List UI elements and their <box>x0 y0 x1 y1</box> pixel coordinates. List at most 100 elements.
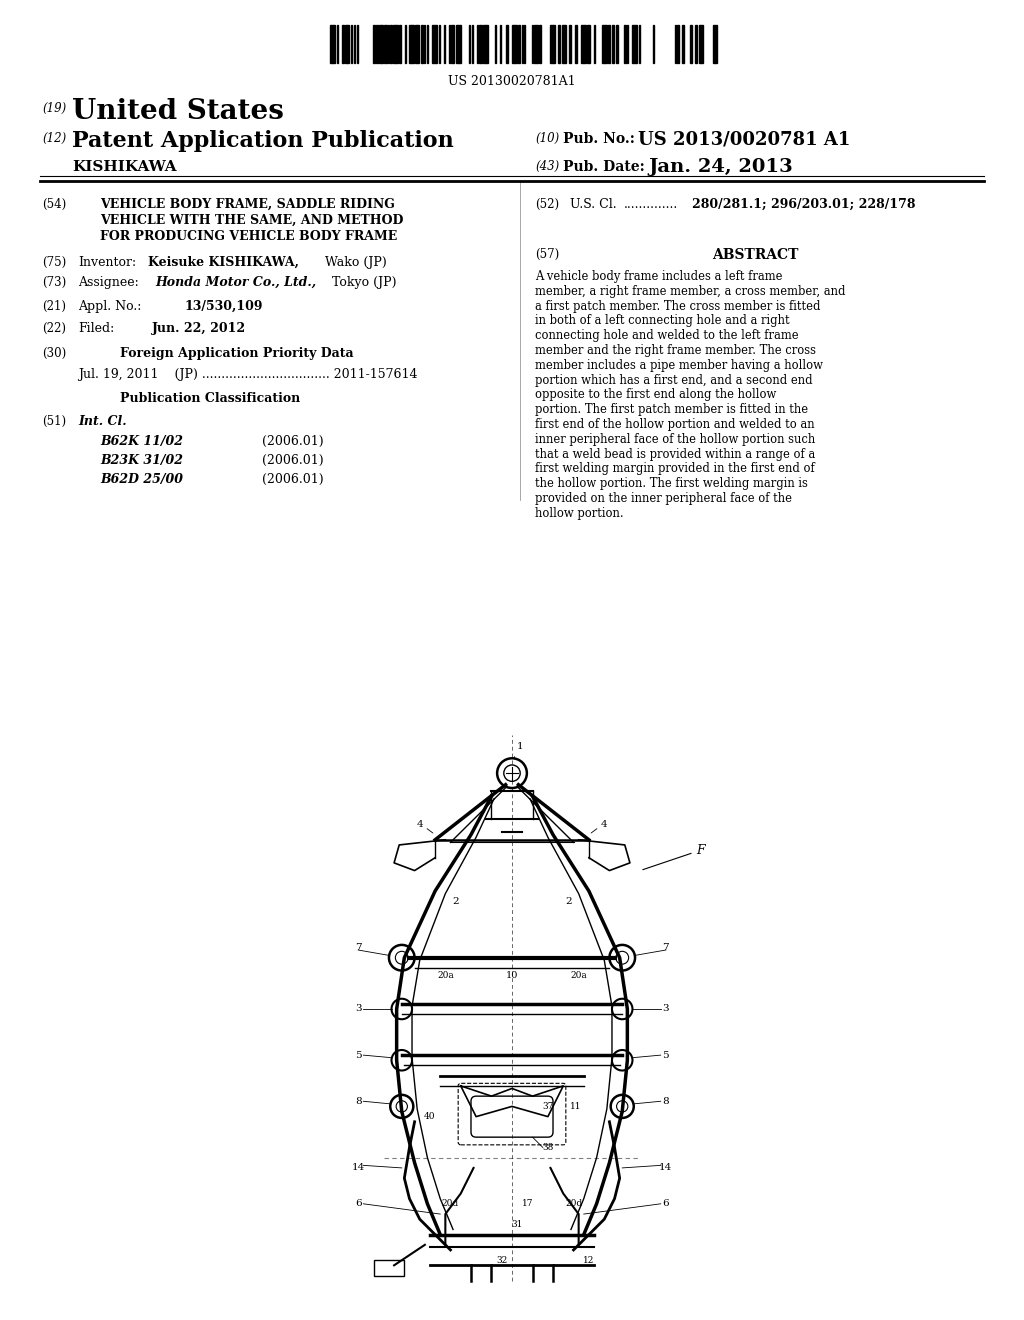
Text: 40: 40 <box>424 1113 436 1121</box>
Text: United States: United States <box>72 98 284 125</box>
Text: 8: 8 <box>355 1097 361 1106</box>
Text: B62D 25/00: B62D 25/00 <box>100 473 183 486</box>
Text: Wako (JP): Wako (JP) <box>325 256 387 269</box>
Text: VEHICLE WITH THE SAME, AND METHOD: VEHICLE WITH THE SAME, AND METHOD <box>100 214 403 227</box>
Bar <box>376 25 378 63</box>
Bar <box>500 25 502 63</box>
Text: 3: 3 <box>355 1005 361 1014</box>
Bar <box>602 25 607 63</box>
Bar <box>390 25 392 63</box>
Bar <box>384 25 387 63</box>
Text: 20d: 20d <box>442 1200 459 1208</box>
Text: A vehicle body frame includes a left frame: A vehicle body frame includes a left fra… <box>535 271 782 282</box>
Text: US 2013/0020781 A1: US 2013/0020781 A1 <box>638 129 850 148</box>
Text: 4: 4 <box>417 820 423 829</box>
Text: 20d: 20d <box>565 1200 582 1208</box>
Bar <box>521 25 523 63</box>
Text: member and the right frame member. The cross: member and the right frame member. The c… <box>535 345 816 356</box>
Text: 38: 38 <box>543 1143 554 1152</box>
Text: US 20130020781A1: US 20130020781A1 <box>449 75 575 88</box>
Text: portion. The first patch member is fitted in the: portion. The first patch member is fitte… <box>535 403 808 416</box>
Text: (2006.01): (2006.01) <box>262 436 324 447</box>
Text: 1: 1 <box>517 742 523 751</box>
Bar <box>342 25 344 63</box>
Bar <box>558 25 560 63</box>
Text: 37: 37 <box>542 1102 554 1111</box>
Bar <box>476 25 478 63</box>
Text: 20a: 20a <box>570 972 587 981</box>
Bar <box>451 25 455 63</box>
Text: portion which has a first end, and a second end: portion which has a first end, and a sec… <box>535 374 813 387</box>
Bar <box>639 25 640 63</box>
Text: Pub. No.:: Pub. No.: <box>563 132 635 147</box>
Bar <box>416 25 419 63</box>
Bar <box>616 25 617 63</box>
Text: Appl. No.:: Appl. No.: <box>78 300 141 313</box>
Bar <box>438 25 440 63</box>
Text: Tokyo (JP): Tokyo (JP) <box>332 276 396 289</box>
Bar <box>357 25 358 63</box>
Text: 2: 2 <box>565 896 571 906</box>
Text: member, a right frame member, a cross member, and: member, a right frame member, a cross me… <box>535 285 846 298</box>
Text: (22): (22) <box>42 322 66 335</box>
Text: ABSTRACT: ABSTRACT <box>712 248 798 261</box>
Bar <box>424 25 425 63</box>
Text: hollow portion.: hollow portion. <box>535 507 624 520</box>
Text: 5: 5 <box>663 1051 669 1060</box>
Bar <box>677 25 679 63</box>
Text: 7: 7 <box>355 942 361 952</box>
Text: 7: 7 <box>663 942 669 952</box>
Bar <box>612 25 614 63</box>
Text: Filed:: Filed: <box>78 322 115 335</box>
Bar <box>449 25 450 63</box>
Text: 4: 4 <box>601 820 607 829</box>
Text: 6: 6 <box>663 1200 669 1208</box>
Bar <box>632 25 637 63</box>
Bar <box>562 25 565 63</box>
Text: 6: 6 <box>355 1200 361 1208</box>
Bar <box>421 25 423 63</box>
Text: Keisuke KISHIKAWA,: Keisuke KISHIKAWA, <box>148 256 299 269</box>
Text: (51): (51) <box>42 414 67 428</box>
Text: (75): (75) <box>42 256 67 269</box>
Text: first end of the hollow portion and welded to an: first end of the hollow portion and weld… <box>535 418 815 432</box>
Bar <box>690 25 692 63</box>
Text: inner peripheral face of the hollow portion such: inner peripheral face of the hollow port… <box>535 433 815 446</box>
Bar <box>443 25 445 63</box>
Text: Honda Motor Co., Ltd.,: Honda Motor Co., Ltd., <box>155 276 316 289</box>
Text: (73): (73) <box>42 276 67 289</box>
Bar <box>518 25 519 63</box>
Bar <box>535 25 538 63</box>
Text: 14: 14 <box>351 1163 365 1172</box>
Text: Pub. Date:: Pub. Date: <box>563 160 645 174</box>
Bar <box>653 25 654 63</box>
Text: opposite to the first end along the hollow: opposite to the first end along the holl… <box>535 388 776 401</box>
Bar <box>427 25 428 63</box>
Text: (54): (54) <box>42 198 67 211</box>
Text: Jul. 19, 2011    (JP) ................................. 2011-157614: Jul. 19, 2011 (JP) .....................… <box>78 368 418 381</box>
Text: KISHIKAWA: KISHIKAWA <box>72 160 176 174</box>
Text: in both of a left connecting hole and a right: in both of a left connecting hole and a … <box>535 314 790 327</box>
Text: Foreign Application Priority Data: Foreign Application Priority Data <box>120 347 353 360</box>
Bar <box>379 25 383 63</box>
Text: B23K 31/02: B23K 31/02 <box>100 454 183 467</box>
Text: (12): (12) <box>42 132 67 145</box>
Text: member includes a pipe member having a hollow: member includes a pipe member having a h… <box>535 359 823 372</box>
Bar <box>432 25 436 63</box>
Bar <box>682 25 684 63</box>
Text: (43): (43) <box>535 160 559 173</box>
Text: 32: 32 <box>496 1255 507 1265</box>
Text: 280/281.1; 296/203.01; 228/178: 280/281.1; 296/203.01; 228/178 <box>692 198 915 211</box>
Bar <box>627 25 628 63</box>
Bar <box>374 1261 404 1275</box>
Text: 11: 11 <box>570 1102 582 1111</box>
Text: VEHICLE BODY FRAME, SADDLE RIDING: VEHICLE BODY FRAME, SADDLE RIDING <box>100 198 395 211</box>
Text: Jan. 24, 2013: Jan. 24, 2013 <box>648 158 793 176</box>
Text: 3: 3 <box>663 1005 669 1014</box>
Text: 8: 8 <box>663 1097 669 1106</box>
Text: 13/530,109: 13/530,109 <box>185 300 263 313</box>
Text: FOR PRODUCING VEHICLE BODY FRAME: FOR PRODUCING VEHICLE BODY FRAME <box>100 230 397 243</box>
Bar <box>345 25 349 63</box>
Bar <box>495 25 496 63</box>
Bar <box>550 25 555 63</box>
